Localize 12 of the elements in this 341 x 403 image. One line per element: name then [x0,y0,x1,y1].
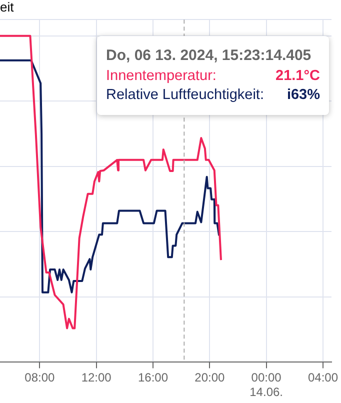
annotation: Do, 06 13. 2024, 15:23:14.405 [106,46,312,65]
x-tick-label: 04:00 [308,370,338,385]
x-tick-label: 08:00 [24,370,56,385]
annotation: i63% [286,86,320,105]
x-tick-label: 00:00 14.06. [250,370,284,400]
text: Relative Luftfeuchtigkeit: [106,86,264,105]
chart-title: eit [0,0,14,14]
x-tick-label: 20:00 [194,370,225,385]
x-tick-label: 12:00 [81,370,112,385]
text: Innentemperatur: [106,67,216,86]
annotation: 21.1°C [276,67,320,86]
x-tick-label: 16:00 [138,370,168,385]
